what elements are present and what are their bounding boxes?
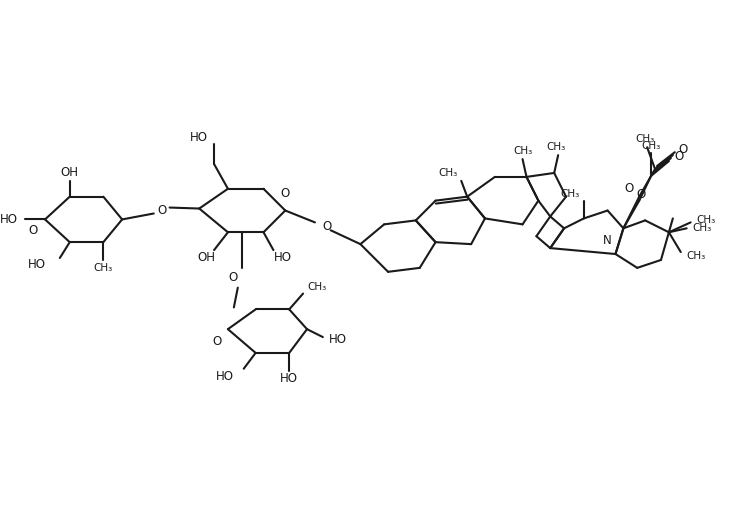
Text: HO: HO bbox=[0, 213, 19, 226]
Text: HO: HO bbox=[190, 131, 208, 144]
Text: N: N bbox=[604, 233, 612, 247]
Text: O: O bbox=[29, 224, 38, 237]
Text: O: O bbox=[280, 187, 289, 200]
Text: O: O bbox=[157, 204, 166, 217]
Text: HO: HO bbox=[28, 259, 46, 271]
Text: O: O bbox=[213, 334, 222, 348]
Text: HO: HO bbox=[280, 372, 298, 385]
Text: O: O bbox=[679, 143, 688, 156]
Text: OH: OH bbox=[197, 251, 215, 265]
Text: O: O bbox=[624, 182, 633, 195]
Text: CH₃: CH₃ bbox=[513, 146, 532, 156]
Text: HO: HO bbox=[273, 251, 292, 265]
Text: CH₃: CH₃ bbox=[561, 189, 580, 199]
Text: O: O bbox=[228, 271, 238, 284]
Text: CH₃: CH₃ bbox=[686, 251, 706, 261]
Text: CH₃: CH₃ bbox=[697, 216, 716, 225]
Text: O: O bbox=[636, 188, 646, 201]
Text: CH₃: CH₃ bbox=[547, 142, 565, 152]
Text: O: O bbox=[675, 150, 684, 163]
Text: CH₃: CH₃ bbox=[636, 134, 655, 144]
Text: O: O bbox=[323, 220, 332, 233]
Text: HO: HO bbox=[216, 370, 233, 383]
Text: CH₃: CH₃ bbox=[692, 223, 712, 233]
Text: CH₃: CH₃ bbox=[307, 282, 326, 292]
Text: OH: OH bbox=[60, 166, 79, 179]
Text: CH₃: CH₃ bbox=[94, 263, 113, 273]
Text: CH₃: CH₃ bbox=[642, 141, 661, 151]
Text: CH₃: CH₃ bbox=[438, 168, 457, 178]
Text: HO: HO bbox=[329, 333, 347, 346]
